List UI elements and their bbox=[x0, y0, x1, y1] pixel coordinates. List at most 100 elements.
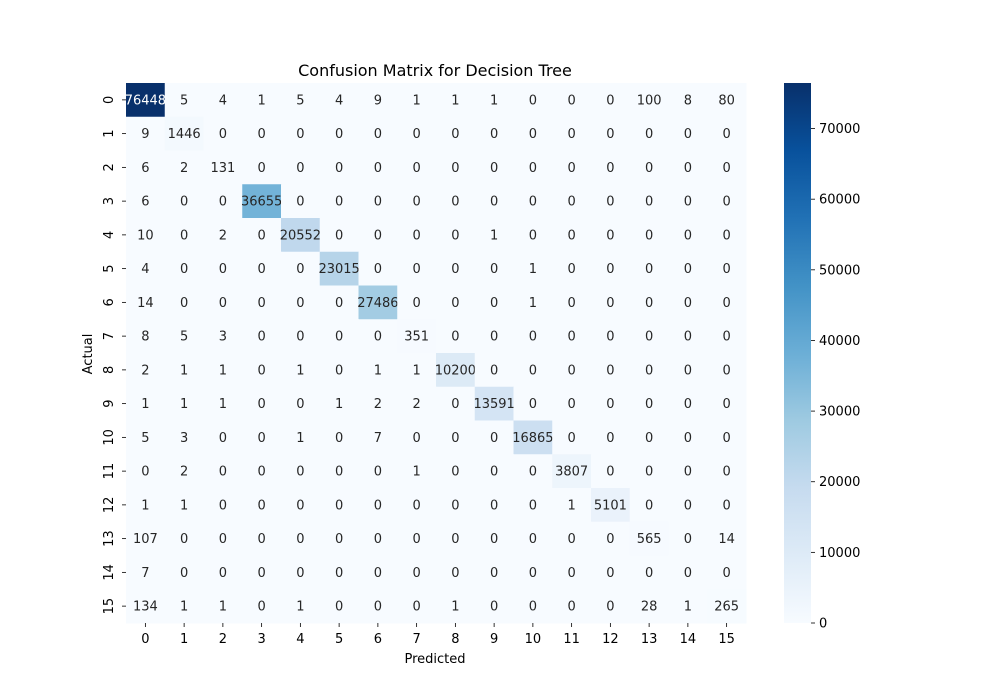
cell-value-label-3-13: 0 bbox=[645, 195, 653, 210]
heatmap-cell-6-2 bbox=[203, 285, 243, 320]
cell-value-label-14-14: 0 bbox=[684, 566, 692, 581]
cell-value-label-0-4: 5 bbox=[296, 93, 304, 108]
heatmap-cell-0-1 bbox=[164, 83, 204, 118]
cell-value-label-8-7: 1 bbox=[412, 363, 420, 378]
cell-value-label-15-9: 0 bbox=[490, 600, 498, 615]
heatmap-cell-14-9 bbox=[474, 555, 514, 590]
heatmap-cell-14-6 bbox=[358, 555, 398, 590]
cell-value-label-1-10: 0 bbox=[529, 127, 537, 142]
heatmap-cell-5-2 bbox=[203, 251, 243, 286]
cell-value-label-1-9: 0 bbox=[490, 127, 498, 142]
x-tick-label-10: 10 bbox=[525, 632, 542, 647]
cell-value-label-13-15: 14 bbox=[718, 532, 735, 547]
cell-value-label-13-6: 0 bbox=[374, 532, 382, 547]
cell-value-label-13-4: 0 bbox=[296, 532, 304, 547]
cell-value-label-8-5: 0 bbox=[335, 363, 343, 378]
cell-value-label-13-8: 0 bbox=[451, 532, 459, 547]
cell-value-label-10-15: 0 bbox=[722, 431, 730, 446]
x-axis-ticks: 0 1 2 3 4 5 6 7 8 9 10 11 12 13 14 15 bbox=[141, 623, 735, 647]
cell-value-label-14-1: 0 bbox=[180, 566, 188, 581]
cell-value-label-0-14: 8 bbox=[684, 93, 692, 108]
y-tick-label-7: 7 bbox=[102, 332, 117, 340]
heatmap-cell-3-2 bbox=[203, 184, 243, 219]
cell-value-label-12-8: 0 bbox=[451, 498, 459, 513]
cell-value-label-9-2: 1 bbox=[219, 397, 227, 412]
heatmap-cell-8-12 bbox=[591, 353, 631, 388]
colorbar-tick-label-5: 50000 bbox=[819, 263, 860, 278]
heatmap-cell-12-2 bbox=[203, 488, 243, 523]
cell-value-label-11-8: 0 bbox=[451, 465, 459, 480]
heatmap-cell-15-8 bbox=[436, 589, 476, 624]
colorbar-tick-label-0: 0 bbox=[819, 617, 827, 632]
heatmap-cell-11-1 bbox=[164, 454, 204, 489]
heatmap-cell-10-7 bbox=[397, 420, 437, 455]
heatmap-cell-0-14 bbox=[668, 83, 708, 118]
heatmap-cell-9-4 bbox=[281, 386, 321, 421]
cell-value-label-9-1: 1 bbox=[180, 397, 188, 412]
heatmap-cell-13-7 bbox=[397, 521, 437, 556]
heatmap-cell-14-12 bbox=[591, 555, 631, 590]
cell-value-label-8-14: 0 bbox=[684, 363, 692, 378]
heatmap-cell-6-10 bbox=[513, 285, 553, 320]
heatmap-cell-4-14 bbox=[668, 218, 708, 253]
heatmap-cell-1-4 bbox=[281, 116, 321, 151]
cell-value-label-4-12: 0 bbox=[606, 228, 614, 243]
cell-value-label-11-10: 0 bbox=[529, 465, 537, 480]
heatmap-cell-15-0 bbox=[126, 589, 166, 624]
heatmap-cell-5-7 bbox=[397, 251, 437, 286]
y-tick-label-11: 11 bbox=[102, 463, 117, 480]
heatmap-cell-2-12 bbox=[591, 150, 631, 185]
cell-value-label-8-8: 10200 bbox=[435, 363, 476, 378]
cell-value-label-9-9: 13591 bbox=[473, 397, 514, 412]
heatmap-cell-8-11 bbox=[552, 353, 592, 388]
cell-value-label-10-9: 0 bbox=[490, 431, 498, 446]
cell-value-label-8-6: 1 bbox=[374, 363, 382, 378]
cell-value-label-3-15: 0 bbox=[722, 195, 730, 210]
cell-value-label-10-3: 0 bbox=[257, 431, 265, 446]
x-tick-label-1: 1 bbox=[180, 632, 188, 647]
cell-value-label-4-1: 0 bbox=[180, 228, 188, 243]
heatmap-cell-6-6 bbox=[358, 285, 398, 320]
heatmap-cell-4-9 bbox=[474, 218, 514, 253]
heatmap-cell-8-5 bbox=[319, 353, 359, 388]
cell-value-label-8-0: 2 bbox=[141, 363, 149, 378]
cell-value-label-6-6: 27486 bbox=[357, 296, 398, 311]
heatmap-cell-1-1 bbox=[164, 116, 204, 151]
cell-value-label-15-4: 1 bbox=[296, 600, 304, 615]
heatmap-cell-6-11 bbox=[552, 285, 592, 320]
heatmap-cell-0-13 bbox=[629, 83, 669, 118]
cell-value-label-14-15: 0 bbox=[722, 566, 730, 581]
cell-value-label-7-15: 0 bbox=[722, 330, 730, 345]
heatmap-cell-0-4 bbox=[281, 83, 321, 118]
heatmap-cell-12-3 bbox=[242, 488, 282, 523]
cell-value-label-14-9: 0 bbox=[490, 566, 498, 581]
heatmap-cell-11-10 bbox=[513, 454, 553, 489]
heatmap-cell-4-4 bbox=[281, 218, 321, 253]
cell-value-label-7-2: 3 bbox=[219, 330, 227, 345]
heatmap-cell-2-10 bbox=[513, 150, 553, 185]
heatmap-cell-7-4 bbox=[281, 319, 321, 354]
heatmap-cell-11-13 bbox=[629, 454, 669, 489]
heatmap-cell-0-6 bbox=[358, 83, 398, 118]
heatmap-cell-5-5 bbox=[319, 251, 359, 286]
heatmap-cell-6-15 bbox=[707, 285, 747, 320]
cell-value-label-11-4: 0 bbox=[296, 465, 304, 480]
cell-value-label-10-14: 0 bbox=[684, 431, 692, 446]
heatmap-cell-7-2 bbox=[203, 319, 243, 354]
heatmap-cell-13-2 bbox=[203, 521, 243, 556]
cell-value-label-0-10: 0 bbox=[529, 93, 537, 108]
heatmap-cell-2-7 bbox=[397, 150, 437, 185]
colorbar-tick-label-1: 10000 bbox=[819, 546, 860, 561]
cell-value-label-2-11: 0 bbox=[567, 161, 575, 176]
cell-value-label-11-11: 3807 bbox=[555, 465, 588, 480]
heatmap-cell-9-8 bbox=[436, 386, 476, 421]
cell-value-label-5-3: 0 bbox=[257, 262, 265, 277]
cell-value-label-14-8: 0 bbox=[451, 566, 459, 581]
cell-value-label-3-5: 0 bbox=[335, 195, 343, 210]
cell-value-label-2-15: 0 bbox=[722, 161, 730, 176]
heatmap-cell-12-11 bbox=[552, 488, 592, 523]
y-tick-label-2: 2 bbox=[102, 163, 117, 171]
cell-value-label-4-9: 1 bbox=[490, 228, 498, 243]
heatmap-cell-2-5 bbox=[319, 150, 359, 185]
heatmap-cell-2-15 bbox=[707, 150, 747, 185]
